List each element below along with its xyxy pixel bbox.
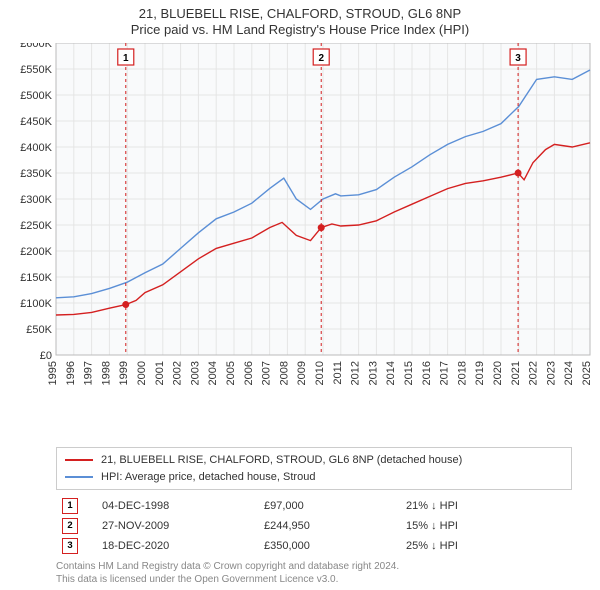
event-diff: 15% ↓ HPI	[400, 516, 572, 536]
event-marker-icon: 3	[62, 538, 78, 554]
event-date: 27-NOV-2009	[96, 516, 258, 536]
footnote-line1: Contains HM Land Registry data © Crown c…	[56, 560, 572, 573]
svg-text:£100K: £100K	[20, 298, 52, 310]
svg-text:£550K: £550K	[20, 64, 52, 76]
svg-text:£50K: £50K	[26, 324, 52, 336]
figure-container: 21, BLUEBELL RISE, CHALFORD, STROUD, GL6…	[0, 0, 600, 590]
event-row-2: 2 27-NOV-2009£244,95015% ↓ HPI	[56, 516, 572, 536]
svg-text:2021: 2021	[510, 361, 522, 385]
event-table: 1 04-DEC-1998£97,00021% ↓ HPI 2 27-NOV-2009…	[56, 496, 572, 556]
legend-swatch	[65, 476, 93, 478]
legend-box: 21, BLUEBELL RISE, CHALFORD, STROUD, GL6…	[56, 447, 572, 490]
legend-label: HPI: Average price, detached house, Stro…	[101, 469, 315, 486]
legend-item-0: 21, BLUEBELL RISE, CHALFORD, STROUD, GL6…	[65, 452, 563, 469]
svg-text:£300K: £300K	[20, 194, 52, 206]
chart-title-line2: Price paid vs. HM Land Registry's House …	[8, 22, 592, 38]
svg-text:2011: 2011	[332, 361, 344, 385]
svg-text:1997: 1997	[83, 361, 95, 385]
svg-text:2006: 2006	[243, 361, 255, 385]
svg-text:2005: 2005	[225, 361, 237, 385]
svg-text:2013: 2013	[367, 361, 379, 385]
svg-text:2025: 2025	[581, 361, 592, 385]
svg-text:2018: 2018	[456, 361, 468, 385]
svg-text:£450K: £450K	[20, 116, 52, 128]
svg-text:2002: 2002	[172, 361, 184, 385]
svg-text:2010: 2010	[314, 361, 326, 385]
chart-title-line1: 21, BLUEBELL RISE, CHALFORD, STROUD, GL6…	[8, 6, 592, 22]
svg-text:2007: 2007	[261, 361, 273, 385]
svg-text:1995: 1995	[47, 361, 59, 385]
event-row-1: 1 04-DEC-1998£97,00021% ↓ HPI	[56, 496, 572, 516]
svg-text:£400K: £400K	[20, 142, 52, 154]
svg-text:2016: 2016	[421, 361, 433, 385]
event-marker-icon: 2	[62, 518, 78, 534]
svg-text:£150K: £150K	[20, 272, 52, 284]
event-point-1	[122, 301, 129, 308]
svg-text:2000: 2000	[136, 361, 148, 385]
chart-area: £0 £50K £100K £150K £200K £250K £300K £350K £400…	[8, 43, 592, 443]
svg-text:2022: 2022	[528, 361, 540, 385]
event-date: 04-DEC-1998	[96, 496, 258, 516]
legend-label: 21, BLUEBELL RISE, CHALFORD, STROUD, GL6…	[101, 452, 462, 469]
svg-text:2015: 2015	[403, 361, 415, 385]
svg-text:2003: 2003	[189, 361, 201, 385]
event-date: 18-DEC-2020	[96, 536, 258, 556]
svg-text:1: 1	[123, 53, 129, 64]
event-price: £350,000	[258, 536, 400, 556]
svg-text:2008: 2008	[278, 361, 290, 385]
event-row-3: 3 18-DEC-2020£350,00025% ↓ HPI	[56, 536, 572, 556]
event-marker-icon: 1	[62, 498, 78, 514]
svg-text:£600K: £600K	[20, 43, 52, 50]
svg-text:2004: 2004	[207, 361, 219, 385]
svg-text:2009: 2009	[296, 361, 308, 385]
footnote: Contains HM Land Registry data © Crown c…	[56, 560, 572, 586]
svg-text:£0: £0	[40, 350, 52, 362]
event-diff: 25% ↓ HPI	[400, 536, 572, 556]
legend-swatch	[65, 459, 93, 461]
line-chart-svg: £0 £50K £100K £150K £200K £250K £300K £350K £400…	[8, 43, 592, 399]
footnote-line2: This data is licensed under the Open Gov…	[56, 573, 572, 586]
svg-text:2014: 2014	[385, 361, 397, 385]
event-diff: 21% ↓ HPI	[400, 496, 572, 516]
event-price: £97,000	[258, 496, 400, 516]
svg-text:£200K: £200K	[20, 246, 52, 258]
legend-item-1: HPI: Average price, detached house, Stro…	[65, 469, 563, 486]
event-price: £244,950	[258, 516, 400, 536]
svg-text:1998: 1998	[100, 361, 112, 385]
svg-text:2017: 2017	[439, 361, 451, 385]
svg-text:£350K: £350K	[20, 168, 52, 180]
svg-text:2012: 2012	[350, 361, 362, 385]
svg-text:2024: 2024	[563, 361, 575, 385]
svg-text:2019: 2019	[474, 361, 486, 385]
svg-text:1996: 1996	[65, 361, 77, 385]
svg-text:2023: 2023	[545, 361, 557, 385]
svg-text:2: 2	[318, 53, 324, 64]
event-point-3	[515, 170, 522, 177]
svg-text:3: 3	[515, 53, 521, 64]
svg-text:1999: 1999	[118, 361, 130, 385]
svg-text:2001: 2001	[154, 361, 166, 385]
event-point-2	[318, 224, 325, 231]
svg-text:£500K: £500K	[20, 90, 52, 102]
svg-text:2020: 2020	[492, 361, 504, 385]
svg-text:£250K: £250K	[20, 220, 52, 232]
